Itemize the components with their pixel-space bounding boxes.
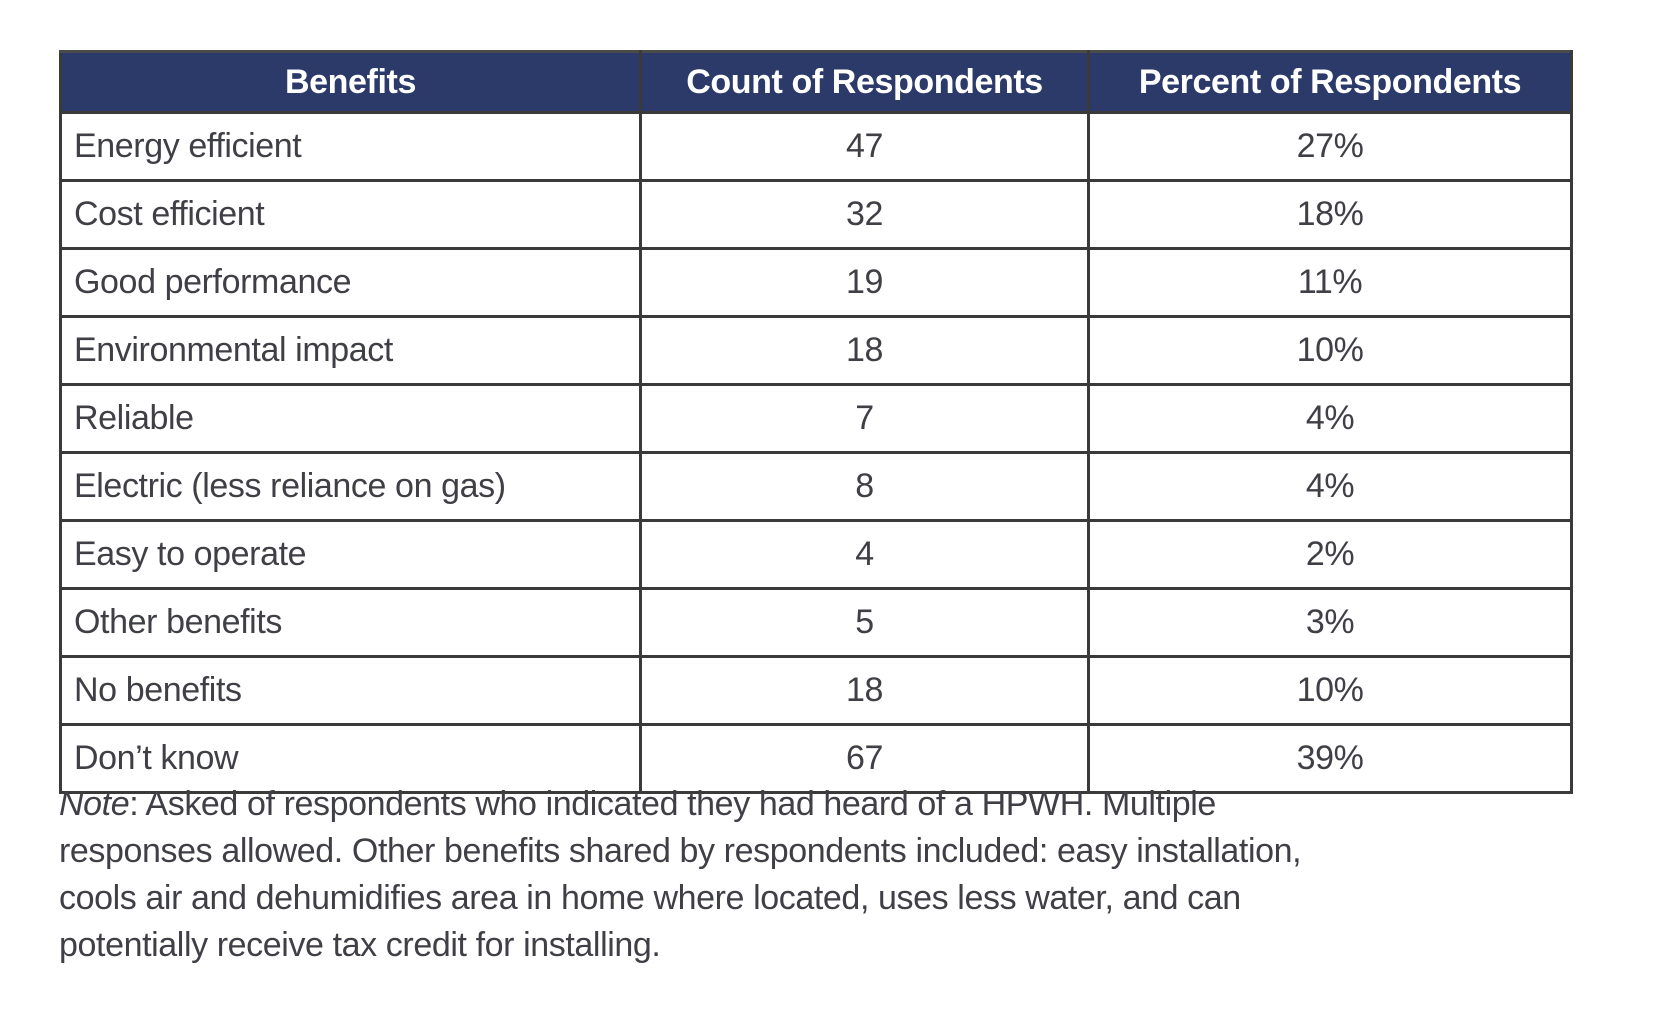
percent-cell: 10% xyxy=(1087,315,1573,386)
percent-cell: 27% xyxy=(1087,111,1573,182)
table-row: Cost efficient 32 18% xyxy=(59,179,1573,250)
benefit-cell: Environmental impact xyxy=(59,315,642,386)
count-cell: 32 xyxy=(639,179,1090,250)
header-count-of-respondents: Count of Respondents xyxy=(639,50,1090,114)
benefit-cell: Easy to operate xyxy=(59,519,642,590)
table-row: Don’t know 67 39% xyxy=(59,723,1573,794)
note-label: Note xyxy=(59,785,130,823)
benefit-cell: Cost efficient xyxy=(59,179,642,250)
count-cell: 18 xyxy=(639,655,1090,726)
table-row: Environmental impact 18 10% xyxy=(59,315,1573,386)
benefit-cell: Reliable xyxy=(59,383,642,454)
table-note: Note: Asked of respondents who indicated… xyxy=(59,781,1629,969)
percent-cell: 18% xyxy=(1087,179,1573,250)
header-percent-of-respondents: Percent of Respondents xyxy=(1087,50,1573,114)
count-cell: 4 xyxy=(639,519,1090,590)
header-benefits: Benefits xyxy=(59,50,642,114)
benefits-table: Benefits Count of Respondents Percent of… xyxy=(59,50,1573,794)
header-row: Benefits Count of Respondents Percent of… xyxy=(59,50,1573,114)
benefit-cell: Don’t know xyxy=(59,723,642,794)
table-row: Easy to operate 4 2% xyxy=(59,519,1573,590)
percent-cell: 39% xyxy=(1087,723,1573,794)
count-cell: 19 xyxy=(639,247,1090,318)
table-row: Good performance 19 11% xyxy=(59,247,1573,318)
count-cell: 18 xyxy=(639,315,1090,386)
percent-cell: 4% xyxy=(1087,383,1573,454)
table-row: No benefits 18 10% xyxy=(59,655,1573,726)
table-row: Energy efficient 47 27% xyxy=(59,111,1573,182)
count-cell: 7 xyxy=(639,383,1090,454)
table-row: Other benefits 5 3% xyxy=(59,587,1573,658)
percent-cell: 2% xyxy=(1087,519,1573,590)
note-text: : Asked of respondents who indicated the… xyxy=(59,785,1302,964)
table-row: Electric (less reliance on gas) 8 4% xyxy=(59,451,1573,522)
count-cell: 8 xyxy=(639,451,1090,522)
table-row: Reliable 7 4% xyxy=(59,383,1573,454)
count-cell: 47 xyxy=(639,111,1090,182)
percent-cell: 4% xyxy=(1087,451,1573,522)
percent-cell: 10% xyxy=(1087,655,1573,726)
count-cell: 5 xyxy=(639,587,1090,658)
count-cell: 67 xyxy=(639,723,1090,794)
benefit-cell: No benefits xyxy=(59,655,642,726)
benefit-cell: Other benefits xyxy=(59,587,642,658)
percent-cell: 11% xyxy=(1087,247,1573,318)
benefit-cell: Good performance xyxy=(59,247,642,318)
percent-cell: 3% xyxy=(1087,587,1573,658)
benefit-cell: Energy efficient xyxy=(59,111,642,182)
benefit-cell: Electric (less reliance on gas) xyxy=(59,451,642,522)
